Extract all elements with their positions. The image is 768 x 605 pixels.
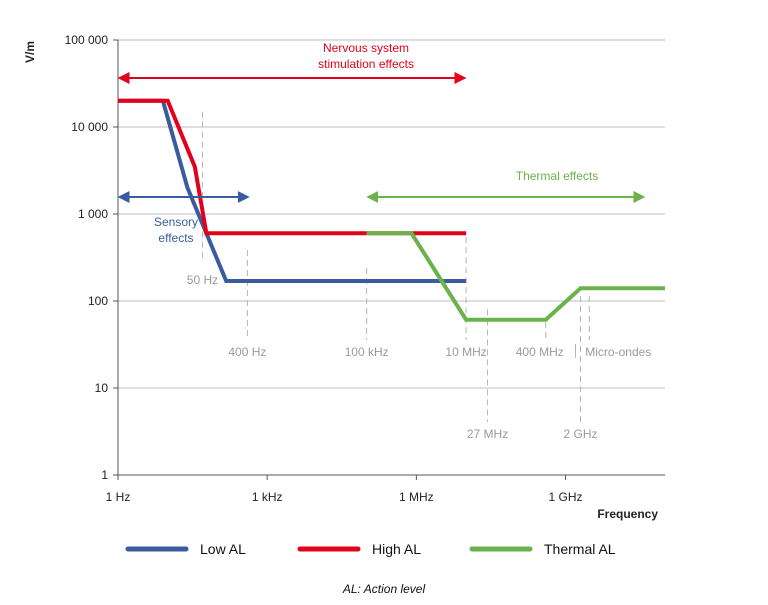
- annotation-label: Sensory: [154, 215, 198, 229]
- annotation-label: Nervous system: [323, 41, 409, 55]
- series-line-low-al: [118, 98, 467, 283]
- y-tick-label: 100 000: [65, 33, 109, 47]
- x-tick-label: 1 kHz: [252, 490, 283, 504]
- data-series: [118, 98, 665, 322]
- legend-label: Thermal AL: [544, 541, 616, 557]
- y-tick-label: 10: [95, 381, 109, 395]
- series-line-thermal-al: [366, 231, 665, 322]
- y-tick-label: 10 000: [71, 120, 108, 134]
- grid: [118, 39, 665, 389]
- series-line-high-al: [118, 98, 467, 236]
- y-tick-label: 1: [101, 468, 108, 482]
- x-tick-label: 1 GHz: [549, 490, 583, 504]
- reference-label: 50 Hz: [187, 273, 218, 287]
- y-tick-label: 100: [88, 294, 108, 308]
- footnote: AL: Action level: [342, 582, 426, 596]
- reference-label: 400 Hz: [228, 345, 266, 359]
- x-tick-label: 1 Hz: [106, 490, 131, 504]
- reference-label: Micro-ondes: [585, 345, 651, 359]
- y-axis-label: V/m: [23, 41, 37, 63]
- annotation-label: effects: [158, 231, 193, 245]
- reference-label: 100 kHz: [345, 345, 389, 359]
- legend-label: Low AL: [200, 541, 246, 557]
- axes: 1 10 100 1 000 10 000 100 000 1 Hz 1 kHz 1 MHz 1 …: [65, 33, 665, 504]
- reference-label: 2 GHz: [564, 427, 598, 441]
- reference-label: 10 MHz: [445, 345, 486, 359]
- legend: Low AL High AL Thermal AL: [125, 541, 616, 557]
- annotation-label: Thermal effects: [516, 169, 598, 183]
- x-axis-label: Frequency: [597, 507, 658, 521]
- reference-label: 400 MHz: [516, 345, 564, 359]
- annotation-label: stimulation effects: [318, 57, 414, 71]
- reference-lines: 50 Hz 400 Hz 100 kHz 10 MHz 27 MHz 400 MHz 2 G…: [187, 111, 651, 441]
- annotations: Nervous system stimulation effects Sensory…: [117, 41, 646, 245]
- legend-label: High AL: [372, 541, 421, 557]
- y-tick-label: 1 000: [78, 207, 108, 221]
- reference-label: 27 MHz: [467, 427, 508, 441]
- x-tick-label: 1 MHz: [399, 490, 434, 504]
